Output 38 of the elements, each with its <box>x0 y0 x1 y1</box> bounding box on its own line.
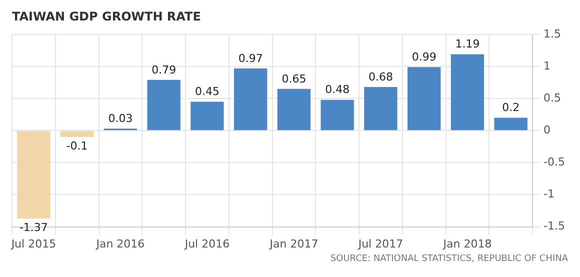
bar <box>60 131 94 138</box>
data-label: 0.45 <box>194 85 220 98</box>
data-label: 0.65 <box>282 72 306 86</box>
data-label: 0.48 <box>325 83 350 96</box>
x-tick-label: Jan 2016 <box>95 237 145 250</box>
x-tick-label: Jul 2017 <box>357 237 404 250</box>
y-tick-label: 1 <box>544 59 551 72</box>
bar <box>320 100 354 130</box>
x-tick-label: Jan 2017 <box>268 237 318 250</box>
y-tick-label: -0.5 <box>544 156 566 169</box>
data-label: -1.37 <box>19 220 48 234</box>
y-tick-label: 0.5 <box>544 91 562 104</box>
data-label: 0.97 <box>238 52 263 65</box>
y-tick-label: -1 <box>544 188 555 201</box>
x-tick-label: Jan 2018 <box>442 237 492 250</box>
x-tick-label: Jul 2015 <box>10 237 56 250</box>
bar <box>147 80 180 130</box>
data-label: 0.2 <box>502 101 520 114</box>
data-label: 1.19 <box>455 38 480 51</box>
bar <box>234 68 268 130</box>
y-tick-label: 0 <box>544 123 551 136</box>
data-label: -0.1 <box>66 139 88 152</box>
source-note: SOURCE: NATIONAL STATISTICS, REPUBLIC OF CHINA <box>329 254 569 264</box>
data-label: 0.03 <box>108 112 133 126</box>
y-tick-label: -1.5 <box>544 220 566 233</box>
bar <box>17 131 50 218</box>
data-label: 0.79 <box>152 63 176 76</box>
bar <box>190 102 224 130</box>
x-tick-label: Jul 2016 <box>184 237 230 250</box>
bar <box>450 54 484 130</box>
chart-title: TAIWAN GDP GROWTH RATE <box>12 9 201 24</box>
bar <box>364 86 398 130</box>
bar <box>494 118 528 130</box>
bar <box>408 67 441 130</box>
bar <box>277 88 311 130</box>
y-tick-label: 1.5 <box>544 27 562 40</box>
data-label: 0.68 <box>368 70 393 84</box>
data-label: 0.99 <box>412 50 436 64</box>
